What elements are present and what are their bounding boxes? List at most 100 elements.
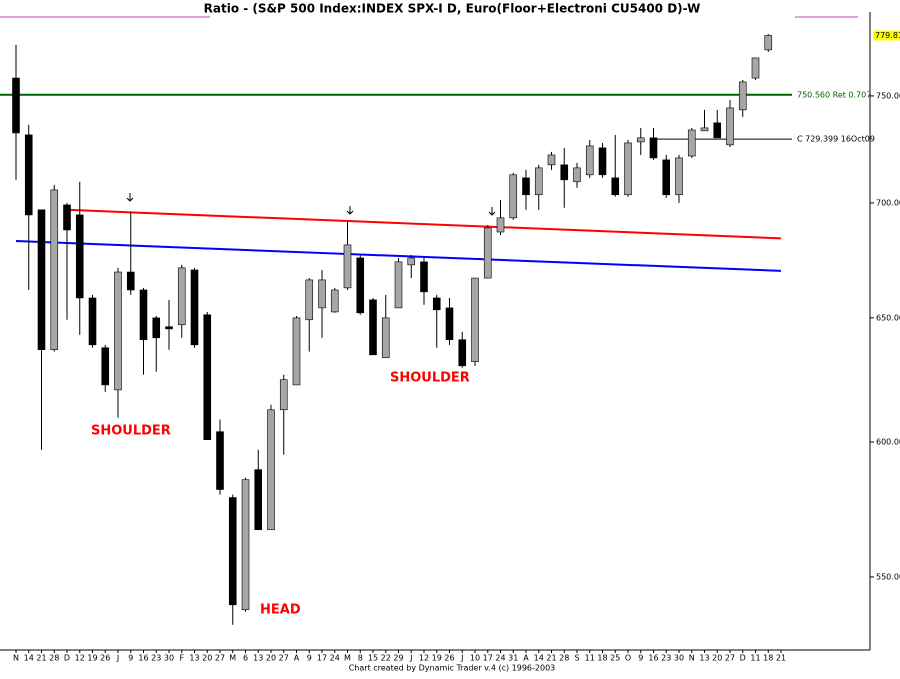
candle-body xyxy=(675,157,683,196)
candle-body xyxy=(738,81,747,111)
candle-body xyxy=(649,137,658,159)
candle-body xyxy=(356,257,365,314)
candle-body xyxy=(203,314,212,440)
candle-body xyxy=(471,277,479,362)
trendline xyxy=(66,208,782,240)
x-tick-label: 24 xyxy=(330,654,340,663)
y-tick-label: 750.000 xyxy=(876,91,900,100)
x-tick-label: 13 xyxy=(699,654,709,663)
footer: Chart created by Dynamic Trader v.4 (c) … xyxy=(349,664,556,673)
candle-body xyxy=(165,326,173,330)
x-tick-label: 19 xyxy=(432,654,442,663)
candle-body xyxy=(343,244,352,289)
x-tick-label: 15 xyxy=(368,654,378,663)
x-tick-label: J xyxy=(409,654,412,663)
x-tick-label: 13 xyxy=(253,654,263,663)
x-tick-label: 9 xyxy=(638,654,643,663)
x-tick-label: N xyxy=(689,654,695,663)
x-tick-label: 18 xyxy=(763,654,773,663)
candle-body xyxy=(726,107,734,146)
candle-body xyxy=(560,164,569,181)
y-tick-label: 700.000 xyxy=(876,198,900,207)
x-tick-label: 20 xyxy=(266,654,276,663)
candle-body xyxy=(751,57,760,79)
candle-body xyxy=(547,154,556,166)
candle-body xyxy=(254,469,263,531)
x-tick-label: 14 xyxy=(534,654,544,663)
last-price-box xyxy=(873,30,900,41)
x-tick-label: 6 xyxy=(243,654,248,663)
chart-title: Ratio - (S&P 500 Index:INDEX SPX-I D, Eu… xyxy=(204,2,701,16)
x-tick-label: 21 xyxy=(776,654,786,663)
candle-body xyxy=(190,269,199,346)
x-tick-label: 23 xyxy=(661,654,671,663)
candle-body xyxy=(420,261,428,293)
x-tick-label: 31 xyxy=(508,654,518,663)
x-tick-label: 28 xyxy=(559,654,569,663)
candle-body xyxy=(534,167,543,196)
candle-body xyxy=(432,297,441,311)
x-tick-label: 8 xyxy=(358,654,363,663)
candle-body xyxy=(12,77,20,134)
x-tick-label: F xyxy=(179,654,184,663)
annotation: SHOULDER xyxy=(390,371,470,386)
x-tick-label: 16 xyxy=(648,654,658,663)
candle-body xyxy=(381,317,390,359)
x-tick-label: J xyxy=(460,654,463,663)
arrows xyxy=(126,193,496,216)
x-tick-label: 27 xyxy=(725,654,735,663)
candle-body xyxy=(241,479,250,611)
x-tick-label: 17 xyxy=(317,654,327,663)
x-tick-label: 19 xyxy=(87,654,97,663)
level-label: 750.560 Ret 0.707 xyxy=(797,90,871,99)
candle-body xyxy=(585,145,594,176)
candle-body xyxy=(713,122,722,139)
candle-body xyxy=(624,142,632,196)
x-tick-label: 10 xyxy=(470,654,480,663)
candle-body xyxy=(305,279,314,321)
y-tick-label: 600.000 xyxy=(876,438,900,447)
candle-body xyxy=(88,297,97,346)
candle-body xyxy=(318,279,326,309)
arrow xyxy=(346,206,354,215)
candle-body xyxy=(152,317,161,339)
x-tick-label: 20 xyxy=(202,654,212,663)
last-price-label: 779.819 xyxy=(875,31,900,40)
x-tick-label: 28 xyxy=(49,654,59,663)
x-tick-label: 11 xyxy=(750,654,760,663)
x-tick-label: 21 xyxy=(36,654,46,663)
x-tick-label: 27 xyxy=(279,654,289,663)
x-tick-label: 17 xyxy=(483,654,493,663)
candle-body xyxy=(101,347,110,386)
x-tick-label: 24 xyxy=(495,654,505,663)
x-tick-label: 27 xyxy=(215,654,225,663)
x-tick-label: 26 xyxy=(444,654,454,663)
annotation: SHOULDER xyxy=(91,424,171,439)
x-tick-label: 29 xyxy=(393,654,403,663)
candle-body xyxy=(330,289,339,313)
arrow xyxy=(126,193,134,202)
x-tick-label: 9 xyxy=(307,654,312,663)
x-tick-label: 30 xyxy=(164,654,174,663)
candle-body xyxy=(445,307,454,341)
x-tick-label: S xyxy=(574,654,579,663)
x-tick-label: 13 xyxy=(189,654,199,663)
x-tick-label: 25 xyxy=(610,654,620,663)
level-label: C 729.399 16Oct09 xyxy=(797,135,875,144)
x-tick-label: A xyxy=(294,654,300,663)
candle-body xyxy=(50,189,59,350)
candle-body xyxy=(662,159,671,196)
x-tick-label: M xyxy=(229,654,236,663)
candle-body xyxy=(483,227,492,279)
x-tick-label: 12 xyxy=(419,654,429,663)
candle-body xyxy=(139,289,148,341)
candle-body xyxy=(24,134,33,216)
annotation: HEAD xyxy=(260,603,301,618)
candle-body xyxy=(126,271,135,291)
candle-body xyxy=(611,177,620,196)
candle-body xyxy=(369,299,377,356)
x-tick-label: M xyxy=(344,654,351,663)
candle-body xyxy=(598,147,607,176)
y-tick-label: 650.000 xyxy=(876,313,900,322)
x-tick-label: 11 xyxy=(585,654,595,663)
